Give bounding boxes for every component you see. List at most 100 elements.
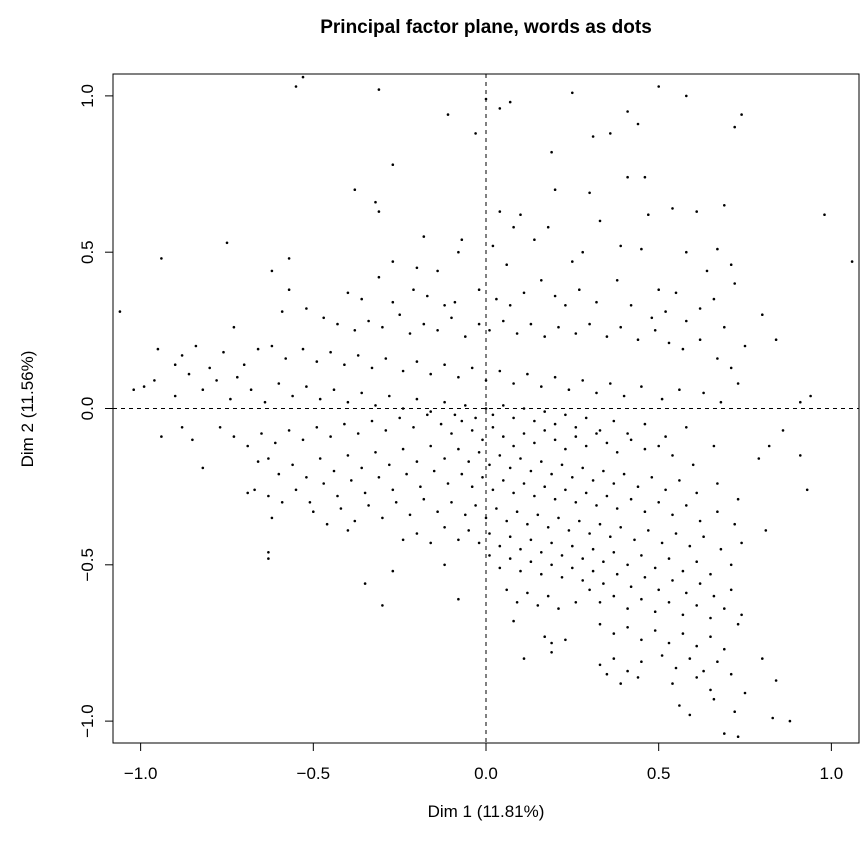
- data-point: [626, 432, 629, 435]
- data-point: [370, 366, 374, 370]
- data-point: [287, 257, 291, 260]
- data-point: [512, 491, 515, 495]
- data-point: [643, 422, 647, 426]
- data-point: [443, 563, 446, 567]
- data-point: [619, 526, 622, 529]
- data-point: [232, 435, 236, 438]
- data-point: [653, 629, 657, 632]
- data-point: [294, 85, 298, 88]
- data-point: [698, 519, 702, 523]
- data-point: [280, 310, 284, 313]
- data-point: [799, 454, 802, 457]
- data-point: [173, 363, 177, 367]
- data-point: [657, 444, 660, 448]
- data-point: [533, 419, 536, 423]
- data-point: [543, 410, 546, 413]
- data-point: [695, 491, 698, 495]
- data-point: [574, 332, 578, 335]
- data-point: [685, 94, 688, 98]
- data-point: [443, 457, 446, 460]
- data-point: [695, 210, 698, 213]
- data-point: [591, 569, 595, 573]
- data-point: [709, 616, 712, 620]
- data-point: [453, 413, 457, 417]
- data-point: [716, 247, 719, 251]
- data-point: [477, 322, 481, 326]
- data-point: [353, 329, 357, 332]
- data-point: [457, 375, 460, 379]
- data-point: [588, 588, 591, 592]
- data-point: [363, 582, 367, 585]
- data-point: [329, 435, 332, 438]
- data-point: [578, 519, 581, 523]
- data-point: [591, 135, 595, 138]
- y-axis: −1.0 −0.5 0.0 0.5 1.0: [78, 84, 114, 738]
- data-point: [698, 582, 702, 585]
- data-point: [377, 275, 381, 279]
- data-point: [671, 682, 674, 685]
- data-point: [246, 444, 249, 448]
- data-point: [436, 329, 439, 332]
- data-point: [277, 472, 281, 476]
- data-point: [764, 529, 768, 532]
- data-point: [571, 91, 574, 95]
- data-point: [381, 604, 384, 607]
- data-point: [356, 354, 360, 357]
- data-point: [667, 557, 671, 560]
- data-point: [229, 397, 232, 401]
- data-point: [667, 601, 671, 604]
- x-tick-label: 0.0: [474, 764, 498, 783]
- data-point: [457, 447, 460, 451]
- data-point: [467, 529, 471, 532]
- y-tick-label: 1.0: [78, 84, 97, 108]
- data-point: [612, 657, 616, 660]
- data-point: [560, 576, 564, 579]
- data-point: [581, 466, 584, 470]
- data-point: [788, 719, 792, 723]
- data-point: [584, 444, 588, 448]
- data-point: [540, 572, 543, 576]
- data-point: [560, 554, 564, 557]
- data-point: [515, 510, 519, 513]
- data-point: [550, 641, 553, 645]
- data-point: [446, 482, 450, 485]
- data-point: [571, 566, 574, 570]
- data-point: [457, 597, 460, 601]
- data-point: [242, 363, 246, 367]
- data-point: [194, 344, 198, 348]
- data-point: [502, 404, 505, 407]
- data-point: [277, 382, 281, 385]
- data-point: [498, 210, 502, 213]
- data-point: [260, 432, 263, 435]
- data-point: [356, 432, 360, 435]
- data-point: [598, 663, 602, 667]
- data-point: [629, 585, 633, 588]
- data-point: [225, 241, 229, 245]
- data-point: [529, 322, 533, 326]
- data-point: [377, 88, 381, 91]
- data-point: [336, 494, 339, 498]
- data-point: [249, 388, 253, 392]
- data-point: [526, 591, 529, 595]
- data-point: [774, 338, 778, 342]
- data-point: [709, 688, 712, 692]
- data-point: [391, 488, 395, 492]
- data-point: [484, 407, 488, 410]
- data-point: [377, 476, 381, 479]
- data-point: [291, 394, 294, 398]
- data-point: [519, 547, 522, 551]
- data-point: [318, 457, 322, 460]
- data-point: [685, 426, 688, 429]
- data-point: [740, 541, 743, 545]
- data-point: [550, 563, 553, 567]
- data-point: [698, 307, 702, 310]
- data-point: [636, 485, 640, 489]
- data-point: [574, 601, 578, 604]
- data-point: [567, 388, 571, 392]
- data-point: [505, 588, 509, 592]
- data-point: [691, 463, 695, 467]
- y-axis-label: Dim 2 (11.56%): [18, 351, 37, 468]
- data-point: [180, 426, 184, 429]
- data-point: [132, 388, 135, 392]
